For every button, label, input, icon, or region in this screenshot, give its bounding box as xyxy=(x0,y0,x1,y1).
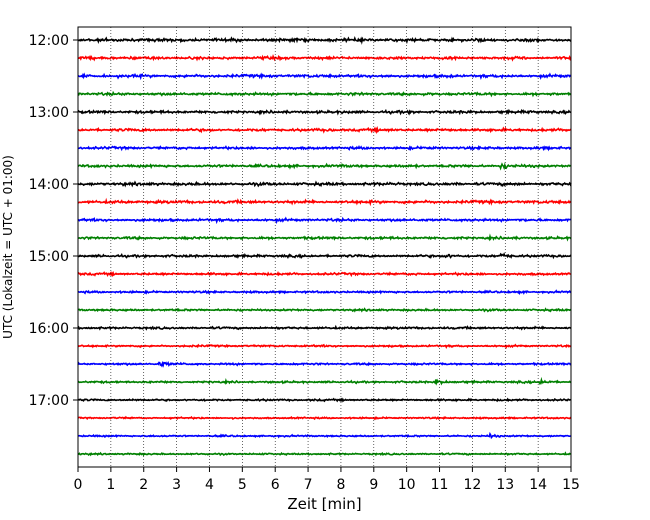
x-axis-label: Zeit [min] xyxy=(287,495,361,513)
x-tick-label: 7 xyxy=(304,477,313,493)
trace-1445 xyxy=(78,233,572,242)
y-tick-label: 15:00 xyxy=(29,249,69,265)
x-tick-label: 3 xyxy=(172,477,181,493)
trace-1230 xyxy=(77,72,572,81)
trace-1730 xyxy=(77,431,572,440)
trace-1300 xyxy=(77,108,572,116)
y-tick-label: 12:00 xyxy=(29,33,69,49)
trace-1630 xyxy=(77,360,572,368)
y-tick-label: 17:00 xyxy=(29,393,69,409)
x-tick-label: 9 xyxy=(369,477,378,493)
trace-1515 xyxy=(77,270,572,278)
trace-1700 xyxy=(77,397,572,403)
trace-1530 xyxy=(77,289,572,296)
x-tick-label: 4 xyxy=(205,477,214,493)
x-tick-label: 12 xyxy=(463,477,481,493)
y-tick-label: 13:00 xyxy=(29,105,69,121)
trace-1430 xyxy=(77,216,572,225)
x-tick-label: 13 xyxy=(496,477,514,493)
trace-1200 xyxy=(77,36,572,45)
trace-1415 xyxy=(77,197,572,207)
trace-1600 xyxy=(77,324,572,331)
y-axis-label: UTC (Lokalzeit = UTC + 01:00) xyxy=(1,155,15,339)
x-tick-label: 15 xyxy=(562,477,580,493)
trace-1545 xyxy=(77,307,572,313)
x-tick-label: 1 xyxy=(106,477,115,493)
trace-1345 xyxy=(77,161,572,171)
y-axis-ticks: 12:00 13:00 14:00 15:00 16:00 17:00 xyxy=(29,33,78,409)
trace-1715 xyxy=(77,415,572,421)
trace-1315 xyxy=(77,125,572,135)
trace-1245 xyxy=(77,90,572,98)
x-tick-label: 10 xyxy=(398,477,416,493)
trace-1615 xyxy=(77,343,572,350)
y-tick-label: 16:00 xyxy=(29,321,69,337)
trace-1745 xyxy=(77,451,572,457)
x-axis-ticks: 0 1 2 3 4 5 6 7 8 9 10 11 12 13 14 15 xyxy=(74,27,580,493)
trace-1215 xyxy=(77,54,572,62)
x-tick-label: 11 xyxy=(431,477,449,493)
trace-1500 xyxy=(77,252,572,260)
x-tick-label: 6 xyxy=(271,477,280,493)
trace-1645 xyxy=(77,376,572,386)
seismic-traces xyxy=(77,36,572,457)
x-tick-label: 5 xyxy=(238,477,247,493)
y-tick-label: 14:00 xyxy=(29,177,69,193)
x-tick-label: 14 xyxy=(529,477,547,493)
plot-frame xyxy=(77,26,572,468)
x-tick-label: 8 xyxy=(336,477,345,493)
x-tick-label: 0 xyxy=(74,477,83,493)
x-tick-label: 2 xyxy=(139,477,148,493)
trace-1330 xyxy=(78,144,572,152)
trace-1400 xyxy=(77,180,572,188)
